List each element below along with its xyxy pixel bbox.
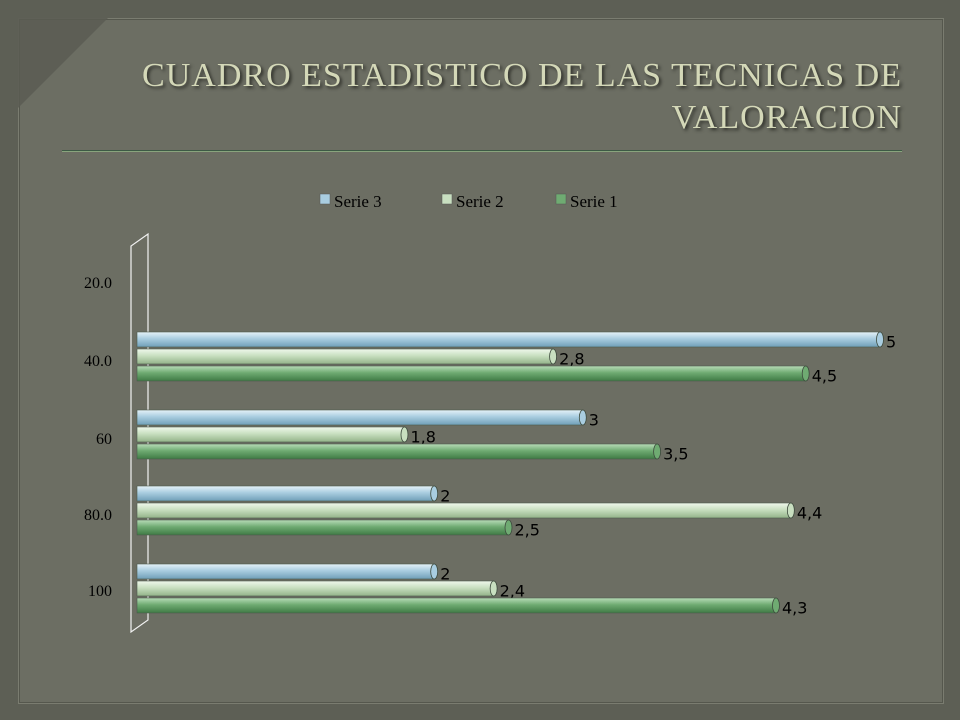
data-label: 2,5 [515,521,540,540]
bar-end-cap [786,502,795,519]
bar-body [136,443,658,460]
legend-swatch-serie-3 [319,193,331,205]
bar-serie-1 [136,365,810,382]
data-label: 4,3 [782,599,807,618]
legend-label-serie-3: Serie 3 [334,192,382,211]
bar-end-cap [578,409,587,426]
data-label: 2 [440,565,450,584]
bar-serie-2 [136,348,557,365]
data-label: 1,8 [410,428,435,447]
bar-serie-1 [136,443,661,460]
bar-serie-2 [136,426,409,443]
legend-label-serie-2: Serie 2 [456,192,504,211]
bar-serie-1 [136,519,513,536]
bar-end-cap [400,426,409,443]
bar-serie-3 [136,331,884,348]
data-label: 2 [440,487,450,506]
bar-body [136,597,777,614]
bar-body [136,563,435,580]
category-label: 60 [96,431,112,448]
slide-title: CUADRO ESTADISTICO DE LAS TECNICAS DE VA… [142,57,902,136]
category-label: 20.0 [84,275,112,292]
bar-serie-3 [136,409,587,426]
data-label: 4,5 [812,367,837,386]
bar-end-cap [653,443,661,460]
bar-body [136,348,554,365]
bar-body [136,426,405,443]
legend-label-serie-1: Serie 1 [570,192,618,211]
bar-body [136,485,435,502]
legend-swatch-serie-2 [441,193,453,205]
data-label: 3 [589,411,599,430]
bar-end-cap [489,580,498,597]
category-label: 40.0 [84,353,112,370]
bar-body [136,365,807,382]
data-label: 2,8 [559,350,584,369]
bar-body [136,580,494,597]
data-label: 2,4 [500,582,525,601]
bar-end-cap [876,331,884,348]
slide-corner-decoration [18,18,108,108]
category-axis: 20.0 40.0 60 80.0 100 [84,275,112,600]
legend: Serie 3 Serie 2 Serie 1 [319,192,618,211]
bar-body [136,502,792,519]
category-label: 100 [88,583,112,600]
data-label: 3,5 [663,445,688,464]
bar-body [136,519,509,536]
bar-end-cap [504,519,513,536]
bar-serie-3 [136,563,439,580]
bar-body [136,409,584,426]
bar-end-cap [772,597,780,614]
data-label: 4,4 [797,504,822,523]
bars: 5 3 2 2 2,8 1,8 4,4 2,4 4,5 3,5 2,5 4,3 [136,331,896,618]
bar-serie-3 [136,485,439,502]
bar-serie-2 [136,580,498,597]
bar-end-cap [549,348,557,365]
bar-end-cap [430,485,439,502]
category-label: 80.0 [84,507,112,524]
bar-end-cap [430,563,439,580]
bar-serie-2 [136,502,795,519]
legend-swatch-serie-1 [555,193,567,205]
bar-end-cap [801,365,810,382]
bar-serie-1 [136,597,780,614]
axis-wall [130,232,149,634]
title-underline [62,150,902,152]
data-label: 5 [886,333,896,352]
bar-body [136,331,881,348]
